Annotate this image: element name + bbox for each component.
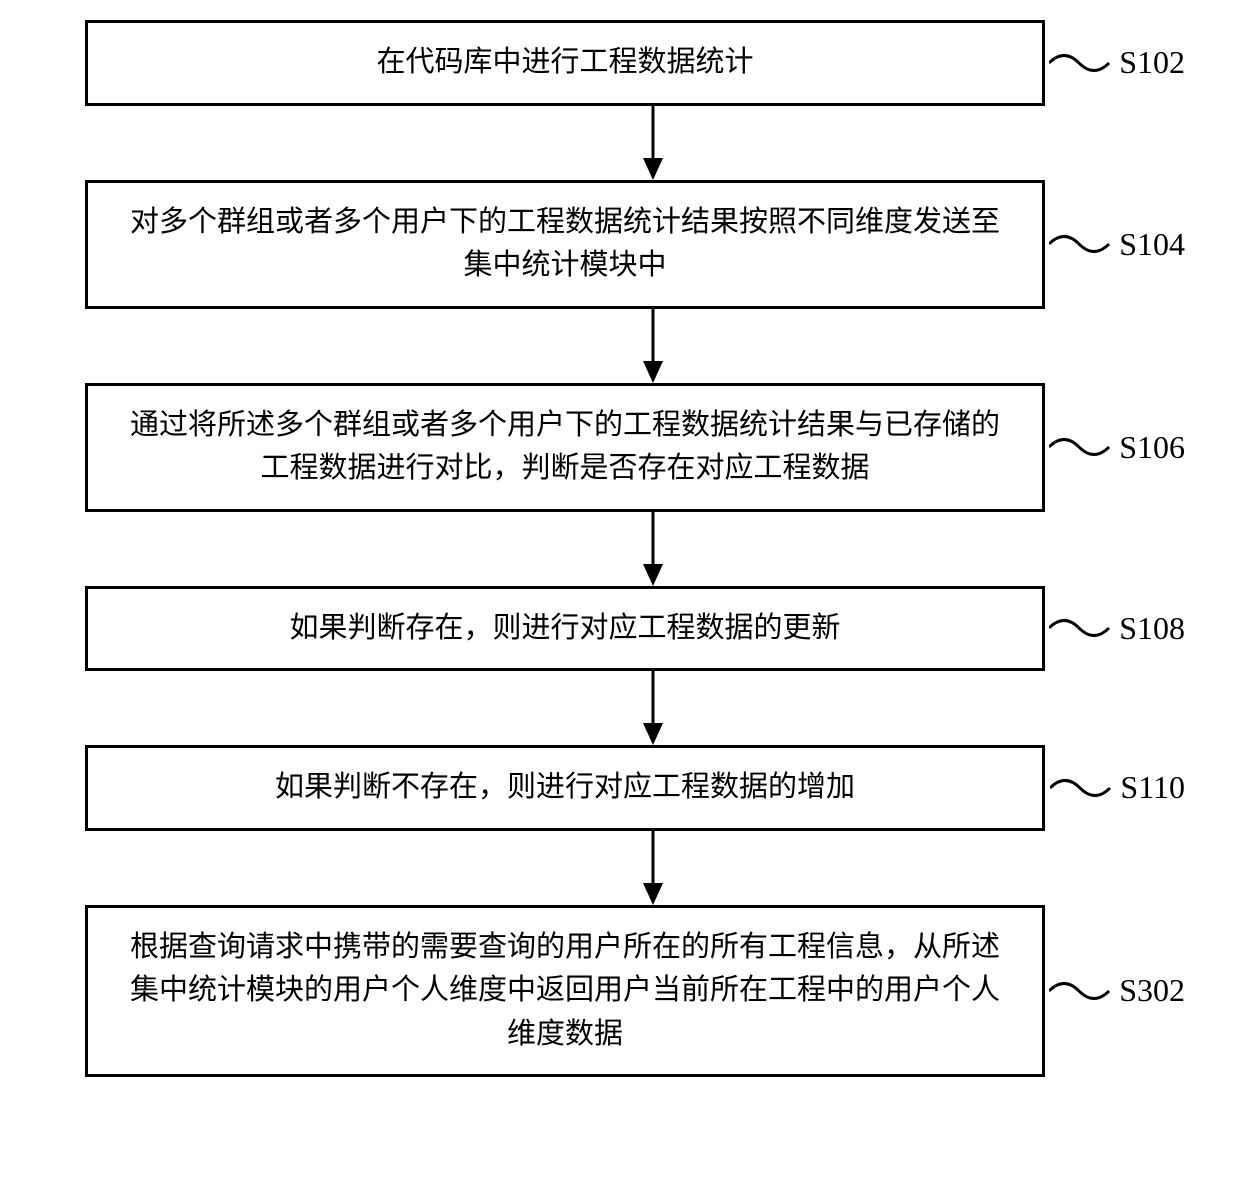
arrow-container — [173, 671, 1133, 745]
label-wrapper-s302: S302 — [1049, 971, 1185, 1011]
box-text: 如果判断存在，则进行对应工程数据的更新 — [289, 607, 840, 651]
arrow-down-icon — [633, 512, 673, 586]
flowchart-box-s302: 根据查询请求中携带的需要查询的用户所在的所有工程信息，从所述集中统计模块的用户个… — [85, 905, 1045, 1078]
step-label: S104 — [1119, 226, 1185, 263]
label-wrapper-s102: S102 — [1049, 43, 1185, 83]
step-row-s110: 如果判断不存在，则进行对应工程数据的增加 S110 — [20, 745, 1220, 831]
box-text: 根据查询请求中携带的需要查询的用户所在的所有工程信息，从所述集中统计模块的用户个… — [118, 926, 1012, 1057]
connector-curve-icon — [1049, 43, 1119, 83]
flowchart-box-s106: 通过将所述多个群组或者多个用户下的工程数据统计结果与已存储的工程数据进行对比，判… — [85, 383, 1045, 512]
label-wrapper-s108: S108 — [1049, 608, 1185, 648]
connector-curve-icon — [1049, 608, 1119, 648]
flowchart-box-s102: 在代码库中进行工程数据统计 — [85, 20, 1045, 106]
box-text: 通过将所述多个群组或者多个用户下的工程数据统计结果与已存储的工程数据进行对比，判… — [118, 404, 1012, 491]
arrow-container — [173, 309, 1133, 383]
arrow-down-icon — [633, 831, 673, 905]
arrow-container — [173, 106, 1133, 180]
box-text: 在代码库中进行工程数据统计 — [376, 41, 753, 85]
step-label: S108 — [1119, 610, 1185, 647]
step-row-s102: 在代码库中进行工程数据统计 S102 — [20, 20, 1220, 106]
box-text: 如果判断不存在，则进行对应工程数据的增加 — [275, 766, 855, 810]
step-label: S302 — [1119, 972, 1185, 1009]
step-label: S102 — [1119, 44, 1185, 81]
step-label: S106 — [1119, 429, 1185, 466]
flowchart-box-s110: 如果判断不存在，则进行对应工程数据的增加 — [85, 745, 1045, 831]
arrow-container — [173, 512, 1133, 586]
label-wrapper-s104: S104 — [1049, 224, 1185, 264]
flowchart-container: 在代码库中进行工程数据统计 S102 对多个群组或者多个用户下的工程数据统计结果… — [20, 20, 1220, 1077]
flowchart-box-s104: 对多个群组或者多个用户下的工程数据统计结果按照不同维度发送至集中统计模块中 — [85, 180, 1045, 309]
flowchart-box-s108: 如果判断存在，则进行对应工程数据的更新 — [85, 586, 1045, 672]
step-row-s104: 对多个群组或者多个用户下的工程数据统计结果按照不同维度发送至集中统计模块中 S1… — [20, 180, 1220, 309]
step-row-s106: 通过将所述多个群组或者多个用户下的工程数据统计结果与已存储的工程数据进行对比，判… — [20, 383, 1220, 512]
step-label: S110 — [1120, 769, 1185, 806]
label-wrapper-s110: S110 — [1050, 768, 1185, 808]
arrow-container — [173, 831, 1133, 905]
box-text: 对多个群组或者多个用户下的工程数据统计结果按照不同维度发送至集中统计模块中 — [118, 201, 1012, 288]
arrow-down-icon — [633, 671, 673, 745]
connector-curve-icon — [1050, 768, 1120, 808]
connector-curve-icon — [1049, 427, 1119, 467]
step-row-s302: 根据查询请求中携带的需要查询的用户所在的所有工程信息，从所述集中统计模块的用户个… — [20, 905, 1220, 1078]
arrow-down-icon — [633, 309, 673, 383]
connector-curve-icon — [1049, 971, 1119, 1011]
arrow-down-icon — [633, 106, 673, 180]
step-row-s108: 如果判断存在，则进行对应工程数据的更新 S108 — [20, 586, 1220, 672]
label-wrapper-s106: S106 — [1049, 427, 1185, 467]
connector-curve-icon — [1049, 224, 1119, 264]
